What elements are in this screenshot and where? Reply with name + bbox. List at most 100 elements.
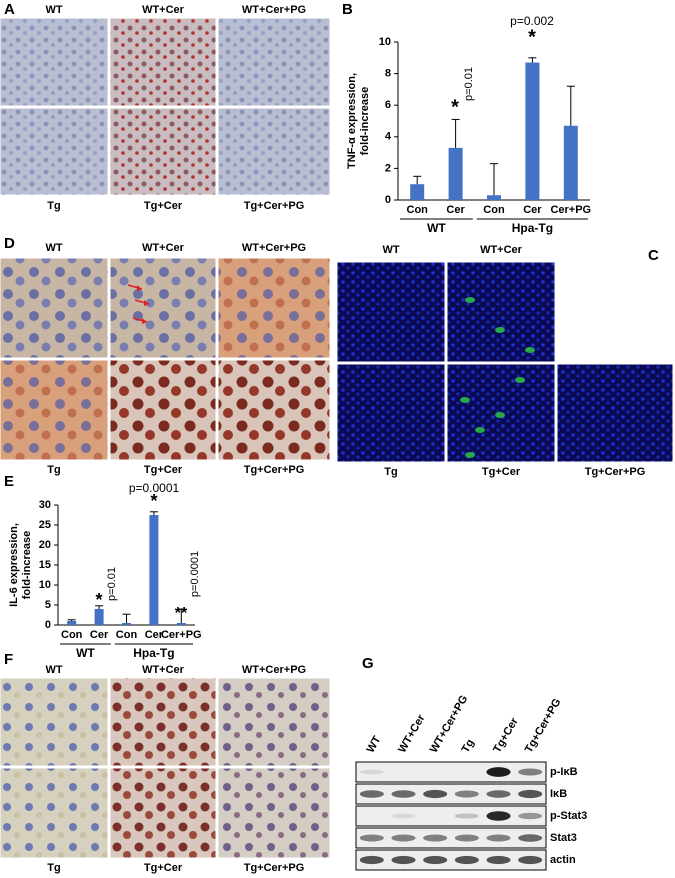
panel-label: G [362,655,374,672]
fluorescence-spot [495,412,505,418]
lane-label: Tg+Cer [491,715,521,755]
annotation: * [451,96,459,118]
blot-band [486,811,511,821]
blot-row-label: IκB [550,788,567,800]
micrograph [556,363,674,463]
image-label: WT+Cer [142,242,185,254]
blot-row-label: actin [550,854,576,866]
x-tick-label: Con [61,629,83,641]
y-tick-label: 5 [45,599,51,611]
micrograph [446,261,556,363]
y-tick-label: 0 [45,619,51,631]
group-label: WT [427,221,446,235]
fluorescence-spot [465,452,475,458]
x-tick-label: Cer [145,629,164,641]
y-tick-label: 25 [39,519,51,531]
panel-label: B [342,1,353,18]
micrograph [0,359,109,461]
blot-band [518,768,543,776]
x-tick-label: Cer+PG [550,204,591,216]
annotation: * [528,26,536,48]
image-label: Tg [47,200,60,212]
y-tick-label: 30 [39,499,51,511]
annotation: p=0.01 [463,67,475,101]
micrograph [0,677,109,767]
y-tick-label: 2 [385,162,391,174]
bar [176,623,186,625]
micrograph [109,359,217,461]
micrograph [109,677,217,767]
annotation: ** [175,605,188,622]
panel-label: F [4,651,13,668]
blot-band [518,855,543,865]
x-tick-label: Con [483,204,505,216]
bar [563,125,578,200]
blot-band [454,790,479,798]
y-tick-label: 0 [385,194,391,206]
bar [67,621,77,625]
annotation: p=0.0001 [189,551,201,597]
blot-strip [355,849,547,871]
blot-band [391,813,416,819]
blot-band [359,855,384,865]
blot-band [486,767,511,777]
lane-label: Tg+Cer+PG [523,697,564,755]
blot-band [454,855,479,865]
blot-band [486,855,511,865]
y-tick-label: 6 [385,99,391,111]
blot-band [391,855,416,865]
lane-label: WT+Cer [396,712,428,755]
image-label: WT+Cer [480,244,523,256]
image-label: Tg+Cer+PG [244,200,305,212]
micrograph [336,363,446,463]
image-label: Tg+Cer+PG [244,464,305,476]
bar [525,62,540,200]
x-tick-label: Con [407,204,429,216]
fluorescence-spot [475,427,485,433]
lane-label: WT [365,734,384,755]
blot-strip [355,827,547,849]
y-tick-label: 10 [39,579,51,591]
blot-strip [355,805,547,827]
annotation: * [95,590,102,610]
image-label: Tg [47,464,60,476]
blot-row-label: p-Stat3 [550,810,587,822]
image-label: WT+Cer+PG [242,4,306,16]
x-tick-label: Cer [446,204,465,216]
image-label: WT [45,4,62,16]
panel-label: A [4,1,15,18]
fluorescence-spot [465,297,475,303]
micrograph [0,257,109,359]
lane-label: Tg [460,737,477,755]
y-tick-label: 4 [385,131,392,143]
micrograph [109,107,217,196]
blot-band [518,834,543,842]
blot-band [391,790,416,798]
blot-band [423,834,448,842]
image-label: Tg+Cer [144,200,183,212]
image-label: WT [45,664,62,676]
micrograph [336,261,446,363]
bar [448,147,463,200]
micrograph [109,767,217,859]
blot-band [359,790,384,798]
image-label: WT+Cer [142,4,185,16]
group-label: Hpa-Tg [133,646,174,660]
annotation: p=0.0001 [129,481,180,495]
image-label: WT [382,244,399,256]
bar [122,623,131,625]
y-tick-label: 8 [385,68,391,80]
annotation: * [150,491,157,511]
x-tick-label: Cer [523,204,542,216]
image-label: WT+Cer+PG [242,242,306,254]
image-label: Tg+Cer [144,464,183,476]
image-label: Tg+Cer+PG [585,466,646,478]
micrograph [0,107,109,196]
arrow-head [144,300,149,306]
image-label: Tg [384,466,397,478]
y-tick-label: 10 [379,36,391,48]
blot-band [518,789,543,799]
fluorescence-spot [495,327,505,333]
micrograph [217,359,331,461]
blot-row-label: Stat3 [550,832,577,844]
